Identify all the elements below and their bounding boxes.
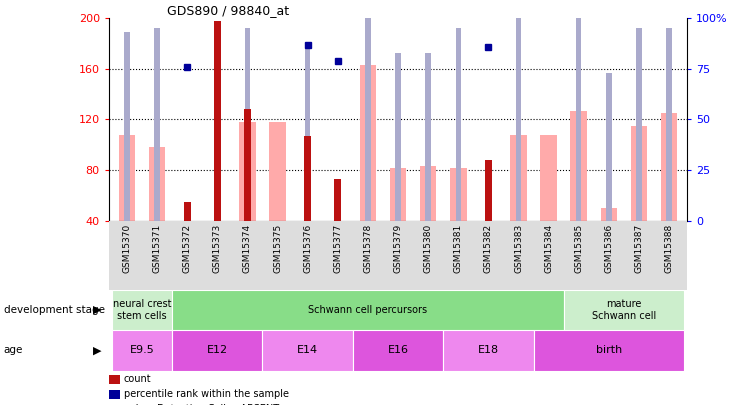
Bar [334,179,341,221]
Text: GSM15379: GSM15379 [394,224,403,273]
Bar [571,111,587,221]
Bar [239,122,256,221]
Text: ▶: ▶ [93,305,101,315]
Bar [172,330,263,371]
Text: GSM15370: GSM15370 [122,224,131,273]
Text: GSM15384: GSM15384 [544,224,553,273]
Bar [576,0,581,221]
Bar [564,290,684,330]
Bar [443,330,533,371]
Bar [270,122,286,221]
Bar [601,208,617,221]
Text: GSM15378: GSM15378 [363,224,372,273]
Bar [155,28,160,221]
Bar [395,53,401,221]
Text: GSM15388: GSM15388 [665,224,674,273]
Bar [360,65,376,221]
Bar [450,168,466,221]
Text: GSM15373: GSM15373 [213,224,222,273]
Text: Schwann cell percursors: Schwann cell percursors [309,305,427,315]
Bar [606,73,611,221]
Bar [390,168,406,221]
Bar [510,134,526,221]
Text: E14: E14 [297,345,318,355]
Text: GSM15376: GSM15376 [303,224,312,273]
Text: percentile rank within the sample: percentile rank within the sample [124,389,289,399]
Bar [244,109,251,221]
Bar [245,28,250,221]
Text: GSM15387: GSM15387 [635,224,644,273]
Text: GSM15380: GSM15380 [424,224,433,273]
Bar [304,136,311,221]
Bar [456,28,461,221]
Text: GSM15385: GSM15385 [575,224,584,273]
Bar [119,134,135,221]
Text: count: count [124,374,152,384]
Bar [631,126,647,221]
Text: GSM15372: GSM15372 [182,224,192,273]
Bar [420,166,436,221]
Bar [112,290,172,330]
Text: E9.5: E9.5 [130,345,155,355]
Bar [172,290,564,330]
Bar [149,147,165,221]
Text: GSM15371: GSM15371 [152,224,161,273]
Text: ▶: ▶ [93,345,101,355]
Bar [365,0,371,221]
Bar [533,330,684,371]
Bar [636,28,641,221]
Text: age: age [4,345,23,355]
Text: birth: birth [596,345,622,355]
Bar [425,53,431,221]
Bar [124,32,130,221]
Text: E16: E16 [388,345,409,355]
Bar [666,28,672,221]
Bar [263,330,353,371]
Bar [540,134,557,221]
Text: mature
Schwann cell: mature Schwann cell [592,299,656,321]
Text: GSM15377: GSM15377 [333,224,342,273]
Text: GSM15386: GSM15386 [605,224,614,273]
Bar [516,12,521,221]
Text: GSM15383: GSM15383 [514,224,523,273]
Text: GSM15381: GSM15381 [454,224,463,273]
Bar [661,113,677,221]
Bar [112,330,172,371]
Text: GSM15382: GSM15382 [484,224,493,273]
Text: development stage: development stage [4,305,104,315]
Text: neural crest
stem cells: neural crest stem cells [113,299,171,321]
Text: E12: E12 [207,345,228,355]
Bar [214,21,221,221]
Text: GSM15375: GSM15375 [273,224,282,273]
Bar [485,160,492,221]
Bar [353,330,443,371]
Text: E18: E18 [478,345,499,355]
Text: GSM15374: GSM15374 [243,224,252,273]
Text: GDS890 / 98840_at: GDS890 / 98840_at [167,4,289,17]
Bar [305,45,310,221]
Bar [184,202,191,221]
